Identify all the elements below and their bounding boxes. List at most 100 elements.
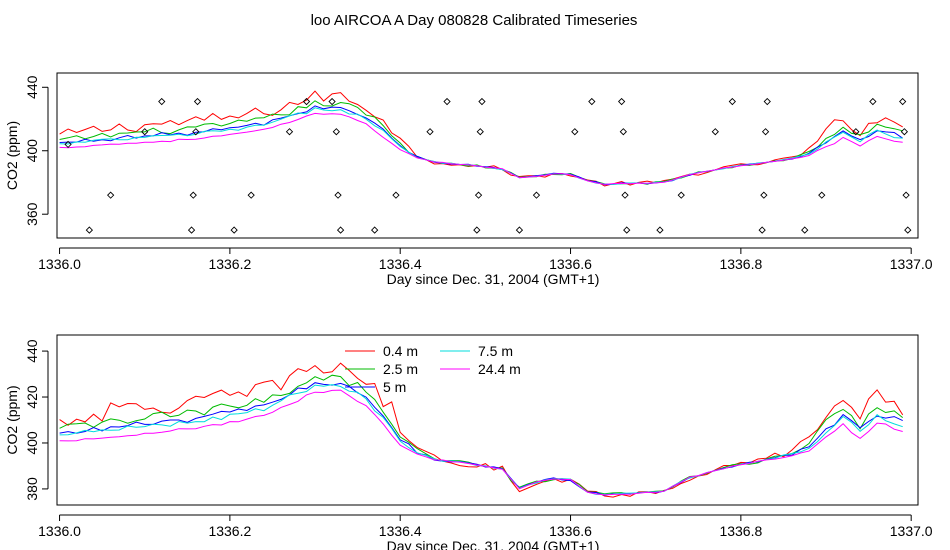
data-point [532, 191, 541, 199]
x-tick-label: 1336.6 [549, 523, 592, 539]
legend-item: 0.4 m [345, 343, 418, 359]
data-point [852, 128, 860, 136]
data-point [904, 226, 912, 234]
series-line-2-5-m [59, 100, 903, 185]
series-line-7-5-m [59, 107, 903, 185]
y-axis: 380 400 420 440 CO2 (ppm) [4, 339, 49, 501]
top-panel: 1336.0 1336.2 1336.4 1336.6 1336.8 1337.0 Day … [4, 72, 933, 287]
figure-title: loo AIRCOA A Day 080828 Calibrated Times… [311, 12, 638, 29]
data-point [711, 128, 719, 136]
x-tick-label: 1336.4 [379, 256, 422, 272]
legend-label: 24.4 m [478, 361, 521, 377]
y-tick-label: 440 [24, 339, 40, 363]
series-line-24-4-m [59, 112, 903, 185]
data-point [474, 191, 483, 199]
y-tick-label: 400 [24, 431, 40, 455]
data-point [64, 140, 72, 149]
x-tick-label: 1337.0 [890, 256, 933, 272]
y-axis-label: CO2 (ppm) [4, 121, 20, 190]
data-point [801, 226, 809, 234]
x-tick-label: 1336.2 [208, 256, 251, 272]
plot-frame [56, 334, 919, 506]
y-tick-label: 440 [24, 75, 40, 99]
data-point [158, 97, 166, 106]
series-line-5-m [59, 105, 903, 186]
x-axis-label: Day since Dec. 31, 2004 (GMT+1) [387, 271, 600, 287]
legend-item: 5 m [345, 379, 406, 395]
data-point [392, 191, 400, 199]
data-point [677, 191, 685, 199]
data-point [193, 97, 202, 106]
data-point [571, 128, 579, 136]
data-point [621, 191, 629, 199]
data-point [760, 191, 768, 199]
y-axis: 360 400 440 CO2 (ppm) [4, 75, 49, 226]
data-point [656, 226, 664, 234]
x-axis-label: Day since Dec. 31, 2004 (GMT+1) [387, 538, 600, 550]
x-tick-label: 1336.0 [38, 256, 81, 272]
series-line-5-m [59, 382, 903, 496]
legend-label: 2.5 m [383, 361, 418, 377]
data-point [192, 128, 200, 136]
data-point [336, 226, 345, 234]
series-line-0-4-m [59, 362, 904, 498]
data-point [426, 128, 434, 136]
data-point [902, 191, 910, 199]
y-tick-label: 420 [24, 385, 40, 409]
data-point [85, 226, 93, 234]
series-line-24-4-m [59, 389, 903, 496]
data-point [818, 191, 826, 199]
data-point [371, 226, 379, 234]
series-group [59, 90, 903, 187]
y-tick-label: 380 [24, 477, 40, 501]
data-point [617, 97, 626, 106]
data-point [332, 128, 340, 136]
y-tick-label: 400 [24, 139, 40, 163]
data-point [247, 191, 255, 199]
series-group [59, 362, 904, 498]
legend-item: 2.5 m [345, 361, 418, 377]
x-tick-label: 1336.4 [379, 523, 422, 539]
x-tick-label: 1337.0 [890, 523, 933, 539]
y-tick-label: 360 [24, 202, 40, 226]
data-point [761, 128, 770, 136]
data-point [302, 97, 311, 106]
legend-label: 5 m [383, 379, 406, 395]
data-point [141, 128, 149, 136]
x-tick-label: 1336.8 [719, 256, 762, 272]
data-point [900, 128, 909, 136]
data-point [623, 226, 631, 234]
x-tick-label: 1336.6 [549, 256, 592, 272]
legend-item: 24.4 m [440, 361, 521, 377]
data-point [443, 97, 451, 106]
data-point [763, 97, 771, 106]
point-markers [64, 97, 912, 234]
x-tick-label: 1336.8 [719, 523, 762, 539]
data-point [869, 97, 877, 106]
data-point [230, 226, 238, 234]
data-point [588, 97, 596, 106]
data-point [476, 128, 484, 136]
bottom-panel: 1336.0 1336.2 1336.4 1336.6 1336.8 1337.0 Day … [4, 334, 933, 550]
series-line-0-4-m [59, 90, 903, 187]
data-point [728, 97, 736, 106]
data-point [619, 128, 627, 136]
plot-frame [56, 72, 919, 239]
x-tick-label: 1336.0 [38, 523, 81, 539]
data-point [473, 226, 481, 234]
legend-label: 0.4 m [383, 343, 418, 359]
x-axis: 1336.0 1336.2 1336.4 1336.6 1336.8 1337.0 Day … [38, 514, 933, 550]
data-point [189, 191, 197, 199]
legend-label: 7.5 m [478, 343, 513, 359]
series-line-2-5-m [59, 374, 904, 495]
data-point [758, 226, 766, 234]
data-point [899, 97, 907, 106]
data-point [334, 191, 342, 199]
data-point [187, 226, 196, 234]
x-axis: 1336.0 1336.2 1336.4 1336.6 1336.8 1337.0 Day … [38, 247, 933, 287]
data-point [285, 128, 294, 136]
data-point [515, 226, 524, 234]
y-axis-label: CO2 (ppm) [4, 385, 20, 454]
data-point [328, 97, 336, 106]
